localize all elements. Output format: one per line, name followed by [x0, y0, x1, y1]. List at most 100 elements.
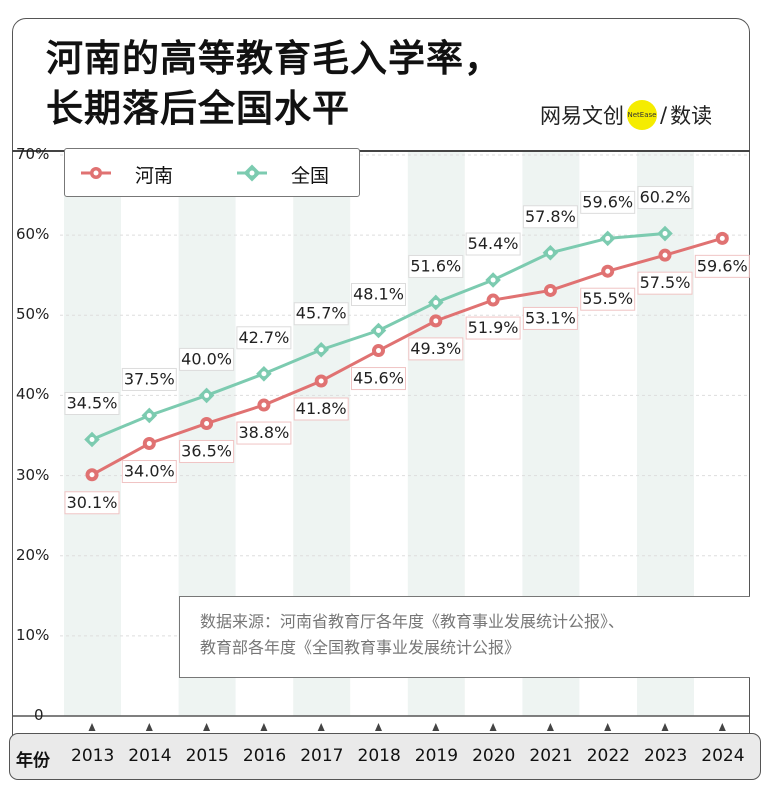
data-label: 48.1% [353, 285, 404, 304]
point-center [662, 231, 668, 237]
legend: 河南 全国 [64, 148, 360, 197]
x-axis-title: 年份 [16, 751, 50, 771]
logo-badge: NetEase [627, 100, 657, 130]
data-label: 37.5% [124, 369, 175, 388]
data-label: 55.5% [582, 289, 633, 308]
data-label: 45.7% [296, 304, 347, 323]
data-label-box [121, 460, 177, 484]
point-center [261, 371, 267, 377]
data-label-box [408, 337, 464, 361]
data-label-box [465, 232, 521, 256]
x-tick-icon [203, 723, 211, 731]
data-label: 59.6% [582, 192, 633, 211]
data-label: 45.6% [353, 369, 404, 388]
x-tick-label: 2017 [300, 746, 344, 766]
point-center [605, 268, 611, 274]
logo-right: 数读 [670, 104, 713, 128]
y-tick-label: 30% [16, 465, 50, 484]
data-label-box [694, 254, 750, 278]
point-center [376, 348, 381, 354]
x-tick-icon [489, 723, 497, 731]
point-center [204, 420, 210, 426]
data-label: 42.7% [238, 328, 289, 347]
series-line-henan [91, 236, 723, 477]
data-label-box [64, 392, 120, 416]
point-center [605, 235, 611, 241]
data-label-box [236, 421, 292, 445]
x-tick-icon [604, 723, 612, 731]
title-line-2: 长期落后全国水平 [46, 87, 350, 130]
data-label: 57.8% [525, 207, 576, 226]
header-divider [12, 150, 750, 152]
source-line-1: 数据来源：河南省教育厅各年度《教育事业发展统计公报》、 [200, 612, 625, 631]
data-label: 54.4% [468, 234, 519, 253]
logo-left: 网易文创 [540, 104, 624, 128]
legend-henan-label: 河南 [135, 165, 174, 187]
data-label: 30.1% [67, 493, 118, 512]
point-center [318, 347, 324, 353]
y-tick-label: 10% [16, 625, 50, 644]
point-center [719, 235, 725, 241]
x-axis-bar: 年份 2013 2014 2015 2016 2017 2018 2019 2020 2021 2… [9, 733, 761, 780]
data-label-box [580, 287, 636, 311]
x-tick-label: 2015 [185, 746, 229, 766]
point-center [662, 252, 668, 258]
data-label-box [522, 306, 578, 330]
data-label-box [637, 186, 693, 210]
point-center [146, 441, 152, 447]
data-label-box [121, 367, 177, 391]
data-label-box [179, 439, 235, 463]
data-label-box [179, 347, 235, 371]
point-center [433, 299, 439, 305]
x-tick-icon [546, 723, 554, 731]
x-tick-icon [145, 723, 153, 731]
data-label: 41.8% [296, 399, 347, 418]
x-tick-icon [661, 723, 669, 731]
x-tick-icon [375, 723, 382, 731]
point-center [547, 250, 553, 256]
y-tick-label: 40% [16, 385, 50, 404]
data-label-box [465, 316, 521, 340]
source-line-2: 教育部各年度《全国教育事业发展统计公报》 [200, 638, 521, 657]
x-tick-label: 2013 [71, 746, 115, 766]
point-center [433, 318, 439, 324]
point-center [376, 328, 381, 334]
data-label-box [351, 367, 406, 391]
data-label: 51.9% [468, 318, 519, 337]
data-label-box [580, 190, 636, 214]
title-line-1: 河南的高等教育毛入学率， [46, 37, 502, 80]
point-center [89, 472, 95, 478]
data-label: 34.0% [124, 462, 175, 481]
data-label-box [64, 491, 120, 515]
x-tick-label: 2018 [357, 746, 401, 766]
source-note: 数据来源：河南省教育厅各年度《教育事业发展统计公报》、 教育部各年度《全国教育事… [179, 596, 750, 678]
data-label-box [236, 326, 292, 350]
data-label-box [351, 283, 406, 307]
logo-sep: / [660, 103, 668, 127]
point-center [89, 437, 95, 443]
x-tick-icon [88, 723, 96, 731]
x-tick-label: 2022 [586, 746, 630, 766]
y-tick-label: 0 [34, 706, 44, 724]
data-label-box [293, 397, 349, 421]
data-label: 60.2% [640, 188, 691, 207]
data-label: 38.8% [238, 423, 289, 442]
x-tick-label: 2016 [242, 746, 287, 766]
point-center [146, 412, 152, 418]
point-center [490, 277, 496, 283]
data-label-box [522, 205, 578, 229]
x-tick-label: 2019 [414, 746, 459, 766]
data-label-box [408, 254, 464, 278]
data-label: 57.5% [640, 273, 691, 292]
y-tick-label: 20% [16, 545, 50, 564]
data-label: 49.3% [410, 339, 461, 358]
x-tick-label: 2014 [128, 746, 172, 766]
x-tick-label: 2024 [701, 746, 745, 766]
legend-national-label: 全国 [291, 165, 330, 187]
x-tick-label: 2021 [529, 746, 573, 766]
data-label-box [637, 271, 693, 295]
data-label: 53.1% [525, 308, 576, 327]
data-label: 36.5% [181, 441, 232, 460]
y-tick-label: 60% [16, 225, 50, 244]
